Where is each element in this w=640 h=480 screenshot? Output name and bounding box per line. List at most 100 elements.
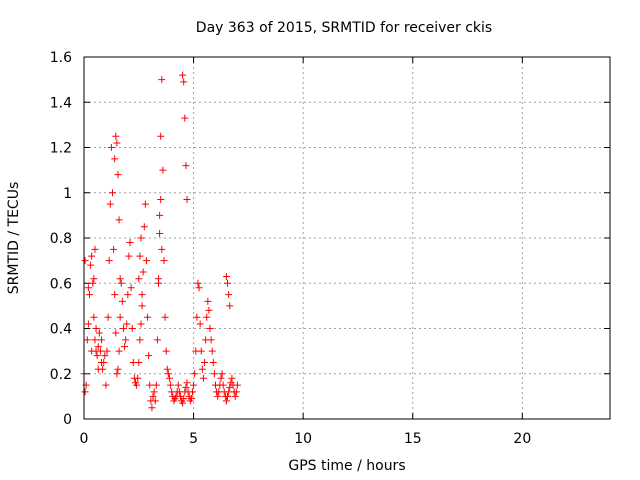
data-point	[111, 155, 119, 163]
data-point	[160, 257, 168, 265]
data-point	[205, 306, 213, 314]
data-point	[224, 392, 232, 400]
data-point	[156, 229, 164, 237]
data-point	[91, 245, 99, 253]
x-axis-label: GPS time / hours	[288, 458, 405, 474]
data-point	[163, 365, 171, 373]
data-point	[94, 365, 102, 373]
data-point	[137, 320, 145, 328]
data-point	[180, 78, 188, 86]
data-point	[106, 200, 114, 208]
data-point	[122, 336, 130, 344]
data-point	[225, 291, 233, 299]
y-tick-label: 1.6	[50, 50, 72, 66]
data-point	[127, 284, 135, 292]
data-point	[198, 365, 206, 373]
data-point	[140, 223, 148, 231]
data-point	[167, 381, 175, 389]
data-point	[183, 196, 191, 204]
data-point	[123, 320, 131, 328]
data-point	[161, 313, 169, 321]
data-point	[181, 114, 189, 122]
data-point	[222, 272, 230, 280]
data-point	[139, 268, 147, 276]
data-point	[111, 291, 119, 299]
data-point	[105, 257, 113, 265]
data-point	[159, 166, 167, 174]
data-point	[100, 358, 108, 366]
data-points	[80, 71, 241, 412]
data-point	[119, 325, 127, 332]
tick-labels: 0 0.2 0.4 0.6 0.8 1 1.2 1.4 1.6 0 5 10 15 20	[50, 50, 532, 447]
data-point	[156, 211, 164, 219]
data-point	[151, 397, 159, 405]
data-point	[83, 336, 91, 344]
data-point	[210, 370, 218, 378]
data-point	[197, 347, 205, 355]
y-tick-label: 1.2	[50, 141, 72, 157]
data-point	[81, 388, 89, 396]
data-point	[164, 370, 172, 378]
data-point	[102, 381, 110, 389]
data-point	[204, 297, 212, 305]
data-point	[191, 370, 199, 378]
data-point	[179, 71, 187, 79]
data-point	[144, 313, 152, 321]
data-point	[174, 381, 182, 389]
data-point	[162, 347, 170, 355]
data-point	[182, 162, 190, 170]
data-point	[110, 245, 118, 253]
data-point	[87, 261, 95, 269]
data-point	[126, 239, 134, 247]
data-point	[135, 358, 143, 366]
data-point	[113, 139, 121, 147]
data-point	[98, 336, 106, 344]
data-point	[141, 200, 149, 208]
data-point	[194, 279, 202, 287]
data-point	[128, 325, 136, 332]
data-point	[190, 381, 198, 389]
data-point	[199, 374, 207, 382]
data-point	[107, 144, 115, 151]
data-point	[136, 252, 144, 260]
data-point	[187, 395, 195, 403]
data-point	[222, 397, 230, 405]
y-tick-label: 1.4	[50, 95, 72, 111]
data-point	[201, 358, 209, 366]
data-point	[88, 252, 96, 260]
data-point	[125, 252, 133, 260]
data-point	[196, 320, 204, 328]
data-point	[88, 347, 96, 355]
data-point	[203, 313, 211, 321]
data-point	[112, 329, 120, 337]
data-point	[138, 302, 146, 310]
data-point	[115, 347, 123, 355]
data-point	[115, 216, 123, 224]
data-point	[188, 388, 196, 396]
x-tick-label: 15	[404, 431, 422, 447]
x-tick-label: 0	[80, 431, 89, 447]
data-point	[101, 352, 109, 360]
data-point	[152, 381, 160, 389]
y-tick-label: 0.6	[50, 276, 72, 292]
plot-frame	[83, 56, 611, 420]
data-point	[121, 343, 129, 351]
data-point	[195, 284, 203, 292]
data-point	[134, 374, 142, 382]
data-point	[142, 257, 150, 265]
x-tick-label: 20	[513, 431, 531, 447]
data-point	[155, 275, 163, 283]
data-point	[84, 320, 92, 328]
data-point	[207, 336, 215, 344]
data-point	[116, 313, 124, 321]
data-point	[218, 370, 226, 378]
data-point	[137, 234, 145, 242]
data-point	[93, 352, 101, 360]
y-tick-label: 0.4	[50, 322, 72, 338]
data-point	[226, 302, 234, 310]
data-point	[224, 279, 232, 287]
grid	[83, 56, 610, 420]
data-point	[91, 336, 99, 344]
data-point	[117, 279, 125, 287]
data-point	[95, 329, 103, 337]
